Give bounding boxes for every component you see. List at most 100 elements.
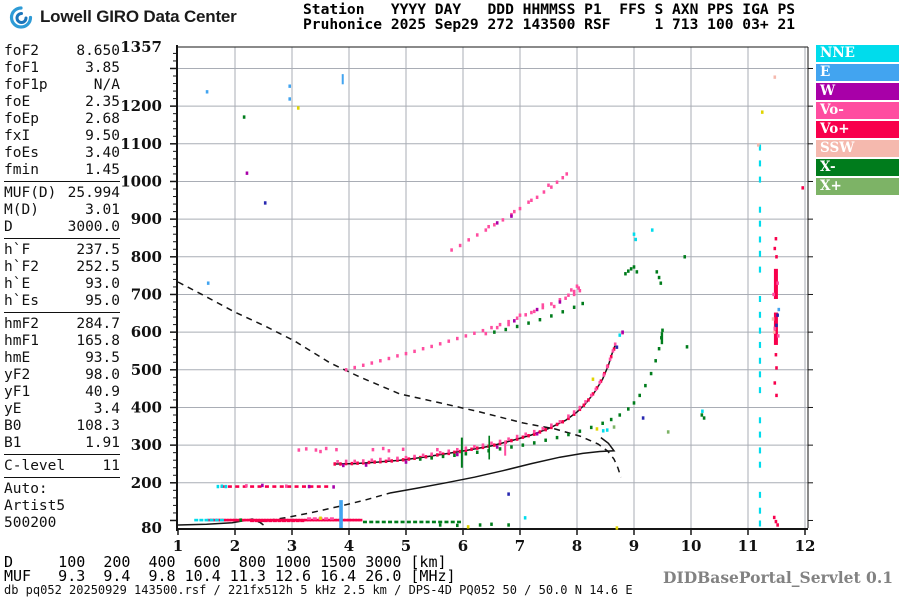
param-value: N/A [93, 77, 120, 93]
x-tick-5: 5 [401, 537, 411, 555]
param-row-500200: 500200 [4, 515, 120, 532]
x-tick-6: 6 [458, 537, 468, 555]
x-tick-4: 4 [344, 537, 354, 555]
param-row-foe: foE 2.35 [4, 94, 120, 111]
o-trace-fit [334, 343, 617, 465]
y-tick-200: 200 [131, 474, 162, 492]
muf-frequency-row: MUF 9.3 9.4 9.8 10.4 11.3 12.6 16.4 26.0… [4, 567, 456, 585]
param-label: h`E [4, 276, 31, 292]
y-tick-1100: 1100 [120, 135, 162, 153]
param-row-foep: foEp 2.68 [4, 111, 120, 128]
legend-item-vo: Vo- [816, 102, 899, 119]
param-group-1: MUF(D) 25.994 M(D) 3.01 D 3000.0 [4, 185, 120, 239]
param-group-2: h`F 237.5 h`F2 252.5 h`E 93.0 h`Es 95.0 [4, 242, 120, 313]
legend-item-w: W [816, 83, 899, 100]
param-value: 40.9 [85, 384, 120, 400]
param-value: 3.40 [85, 145, 120, 161]
station-header-line1: Station YYYY DAY DDD HHMMSS P1 FFS S AXN… [303, 1, 796, 18]
param-row-hes: h`Es 95.0 [4, 293, 120, 310]
x-tick-9: 9 [629, 537, 639, 555]
profile-valley [257, 492, 391, 523]
station-header: Station YYYY DAY DDD HHMMSS P1 FFS S AXN… [303, 1, 796, 33]
param-label: yE [4, 401, 22, 417]
x-tick-11: 11 [738, 537, 759, 555]
param-label: h`F [4, 242, 31, 258]
muf-transmission-curve [177, 281, 622, 478]
legend-item-x: X+ [816, 178, 899, 195]
legend-item-e: E [816, 64, 899, 81]
param-label: M(D) [4, 202, 39, 218]
param-value: 93.5 [85, 350, 120, 366]
x-tick-2: 2 [230, 537, 240, 555]
param-value: 25.994 [67, 185, 120, 201]
giro-swirl-icon [9, 6, 33, 29]
param-label: MUF(D) [4, 185, 57, 201]
param-value: 93.0 [85, 276, 120, 292]
param-row-b0: B0 108.3 [4, 418, 120, 435]
param-group-0: foF2 8.650 foF1 3.85 foF1p N/A foE 2.35 foEp 2.68… [4, 43, 120, 182]
x-tick-7: 7 [515, 537, 525, 555]
param-label: foEp [4, 111, 39, 127]
param-label: D [4, 219, 13, 235]
param-label: foF1p [4, 77, 48, 93]
x-tick-12: 12 [795, 537, 816, 555]
y-tick-600: 600 [131, 323, 162, 341]
param-row-d: D 3000.0 [4, 219, 120, 236]
param-value: 3.85 [85, 60, 120, 76]
param-row-yf2: yF2 98.0 [4, 367, 120, 384]
param-label: yF2 [4, 367, 31, 383]
param-row-fmin: fmin 1.45 [4, 162, 120, 179]
echo-direction-legend: NNE E W Vo- Vo+ SSW X- X+ [816, 45, 899, 197]
param-label: h`F2 [4, 259, 39, 275]
param-value: 95.0 [85, 293, 120, 309]
param-value: 9.50 [85, 128, 120, 144]
y-tick-1000: 1000 [120, 172, 162, 190]
param-label: Auto: [4, 481, 48, 497]
servlet-version-label: DIDBasePortal_Servlet 0.1 [663, 568, 893, 587]
y-tick-400: 400 [131, 398, 162, 416]
param-label: foEs [4, 145, 39, 161]
param-row-auto: Auto: [4, 481, 120, 498]
x-tick-10: 10 [681, 537, 702, 555]
param-row-hf: h`F 237.5 [4, 242, 120, 259]
legend-item-vo: Vo+ [816, 121, 899, 138]
param-row-hf2: h`F2 252.5 [4, 259, 120, 276]
x-tick-1: 1 [173, 537, 183, 555]
param-label: hmF1 [4, 333, 39, 349]
param-label: hmE [4, 350, 31, 366]
param-row-hme: hmE 93.5 [4, 350, 120, 367]
param-label: B0 [4, 418, 22, 434]
param-value: 11 [102, 458, 120, 474]
param-row-ye: yE 3.4 [4, 401, 120, 418]
x-tick-3: 3 [287, 537, 297, 555]
param-value: 108.3 [76, 418, 120, 434]
logo-text: Lowell GIRO Data Center [40, 7, 237, 26]
param-label: fmin [4, 162, 39, 178]
param-row-md: M(D) 3.01 [4, 202, 120, 219]
parameter-panel: foF2 8.650 foF1 3.85 foF1p N/A foE 2.35 foEp 2.68… [4, 43, 120, 537]
y-tick-1200: 1200 [120, 97, 162, 115]
y-tick-900: 900 [131, 210, 162, 228]
legend-item-ssw: SSW [816, 140, 899, 157]
y-tick-1357: 1357 [120, 38, 162, 56]
muf-distance-row: D 100 200 400 600 800 1000 1500 3000 [km… [4, 553, 447, 571]
param-group-3: hmF2 284.7 hmF1 165.8 hmE 93.5 yF2 98.0 yF1 40.9 y… [4, 316, 120, 455]
lowell-giro-logo: Lowell GIRO Data Center [8, 5, 237, 29]
param-row-foes: foEs 3.40 [4, 145, 120, 162]
param-value: 237.5 [76, 242, 120, 258]
station-header-line2: Pruhonice 2025 Sep29 272 143500 RSF 1 71… [303, 15, 796, 33]
param-row-hmf1: hmF1 165.8 [4, 333, 120, 350]
param-row-clevel: C-level 11 [4, 458, 120, 475]
param-value: 3.4 [93, 401, 120, 417]
param-group-5: Auto: Artist5 500200 [4, 481, 120, 534]
param-label: C-level [4, 458, 66, 474]
param-label: 500200 [4, 515, 57, 531]
y-tick-80: 80 [141, 519, 162, 537]
param-value: 98.0 [85, 367, 120, 383]
param-row-mufd: MUF(D) 25.994 [4, 185, 120, 202]
profile-f-region [389, 437, 616, 494]
param-row-fof1: foF1 3.85 [4, 60, 120, 77]
param-value: 8.650 [76, 43, 120, 59]
param-label: foF1 [4, 60, 39, 76]
